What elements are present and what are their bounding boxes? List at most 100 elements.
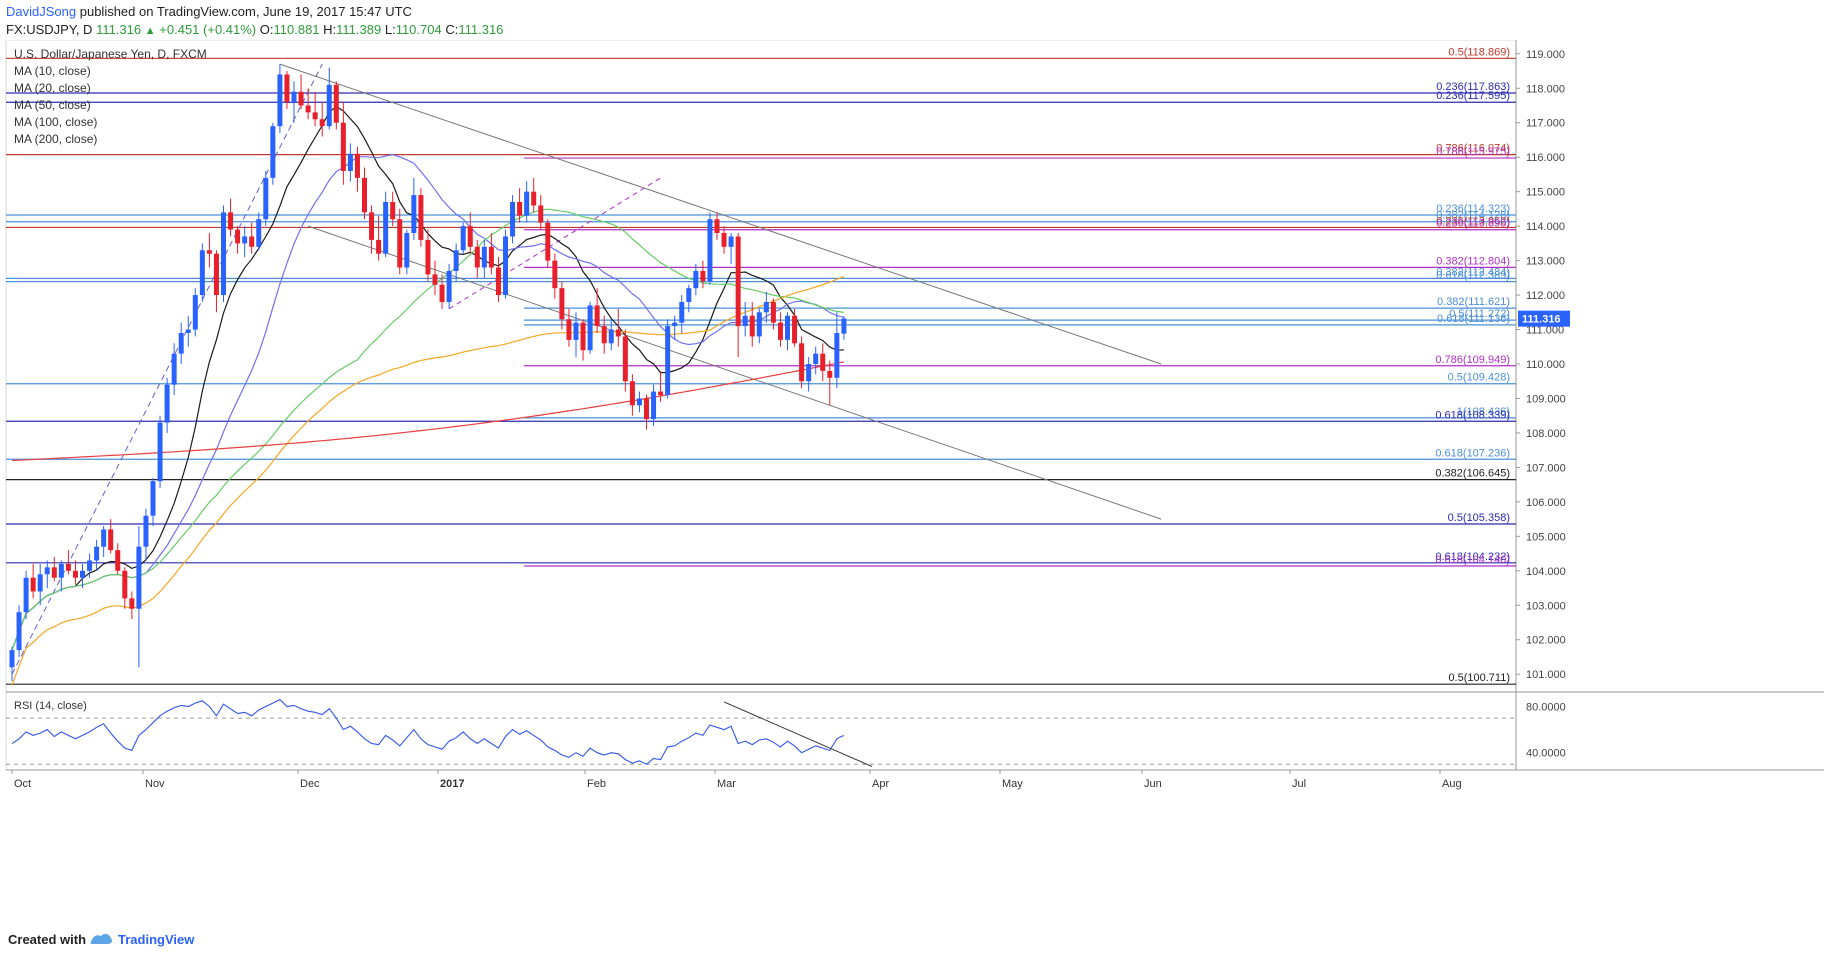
fib-level-label: 0.236(117.595) <box>1436 90 1510 102</box>
candle-body <box>115 550 121 571</box>
y-tick-label: 104.000 <box>1526 566 1566 578</box>
tradingview-logo-icon <box>90 933 112 944</box>
candle-body <box>820 353 826 371</box>
fib-level-label: 0.236(113.895) <box>1436 218 1510 230</box>
candle-body <box>629 381 635 406</box>
y-tick-label: 107.000 <box>1526 462 1566 474</box>
candle-body <box>474 246 480 268</box>
legend-entry: MA (20, close) <box>14 81 91 95</box>
candle-body <box>333 84 339 123</box>
candle-body <box>206 250 212 254</box>
candle-body <box>87 560 93 571</box>
trend-lines <box>11 63 1162 675</box>
fib-level-label: 0.618(107.236) <box>1435 447 1510 459</box>
candle-body <box>785 315 790 340</box>
x-tick-label: Jul <box>1292 778 1306 790</box>
fib-level-label: 0.618(104.232) <box>1435 551 1510 563</box>
candle-body <box>679 301 685 323</box>
candle-body <box>636 398 642 406</box>
candle-body <box>524 191 530 216</box>
time-axis: Oct Nov Dec 2017 Feb Mar Apr May Jun Jul Aug <box>11 770 1462 790</box>
x-tick-label: Aug <box>1442 778 1462 790</box>
candle-body <box>439 284 445 302</box>
chart-title: U.S. Dollar/Japanese Yen, D, FXCM <box>14 47 207 61</box>
x-tick-label: 2017 <box>440 778 464 790</box>
candle-body <box>235 229 241 244</box>
candle-body <box>608 329 614 344</box>
published-info: published on TradingView.com, June 19, 2… <box>79 4 412 19</box>
candle-body <box>305 105 311 113</box>
candle-body <box>228 212 234 230</box>
last-price: 111.316 <box>96 22 142 37</box>
candle-body <box>326 84 332 127</box>
candle-body <box>777 322 783 340</box>
candle-body <box>763 301 769 313</box>
candle-body <box>143 515 149 547</box>
candle-body <box>249 236 255 247</box>
candle-body <box>383 202 389 254</box>
fib-level-label: 0.618(112.389) <box>1436 270 1510 282</box>
candle-body <box>834 332 840 378</box>
author-link[interactable]: DavidJSong <box>6 4 77 19</box>
y-tick-label: 111.000 <box>1526 325 1564 337</box>
candle-body <box>686 288 692 302</box>
tradingview-brand[interactable]: TradingView <box>118 932 195 947</box>
candle-body <box>573 322 579 340</box>
y-tick-label: 108.000 <box>1526 428 1566 440</box>
candle-body <box>446 270 452 302</box>
candle-body <box>510 202 516 237</box>
candle-body <box>270 126 276 178</box>
ma200-line <box>11 361 845 462</box>
candle-body <box>390 202 396 220</box>
y-tick-label: 110.000 <box>1526 359 1565 371</box>
candle-body <box>44 567 50 575</box>
x-tick-label: May <box>1002 778 1023 790</box>
y-tick-label: 119.000 <box>1526 49 1565 61</box>
x-tick-label: Mar <box>717 778 736 790</box>
candle-body <box>178 332 184 354</box>
candle-body <box>672 322 678 327</box>
fib-level-label: 0.5(100.711) <box>1448 672 1510 684</box>
candle-body <box>517 202 523 216</box>
candle-body <box>340 122 346 171</box>
candle-body <box>185 329 191 333</box>
candle-body <box>425 239 431 275</box>
candle-body <box>538 205 544 223</box>
fib-level-label: 0.786(115.975) <box>1436 146 1510 158</box>
candle-body <box>728 236 734 247</box>
legend-entry: MA (100, close) <box>14 115 97 129</box>
low-value: 110.704 <box>395 22 442 37</box>
pitch-line <box>448 177 661 310</box>
fib-level-label: 0.786(116.074) <box>1436 143 1510 155</box>
candle-body <box>108 529 114 551</box>
candle-body <box>157 422 163 482</box>
candle-body <box>799 343 805 382</box>
rsi-line <box>11 698 845 765</box>
plot-frame <box>5 40 1517 771</box>
close-value: 111.316 <box>458 22 504 37</box>
candle-body <box>319 119 325 127</box>
y-tick-label: 116.000 <box>1526 152 1565 164</box>
fib-level-label: 0.618(104.140) <box>1435 554 1510 566</box>
fib-level-label: 0.236(114.323) <box>1436 203 1510 215</box>
fib-level-label: 0.5(109.428) <box>1448 372 1510 384</box>
candle-body <box>213 253 219 296</box>
ma100-line <box>11 276 845 686</box>
fib-level-label: 1(108.436) <box>1457 406 1510 418</box>
moving-averages <box>11 105 845 686</box>
y-tick-label: 112.000 <box>1526 290 1565 302</box>
fib-level-label: 0.382(111.621) <box>1437 296 1510 308</box>
fib-level-label: 0.236(117.863) <box>1436 81 1510 93</box>
rsi-trend-line <box>723 701 873 767</box>
candle-body <box>545 222 551 261</box>
fib-level-label: 0.618(111.136) <box>1437 313 1510 325</box>
candle-body <box>65 563 71 571</box>
fib-levels: 0.5(118.869) 0.236(117.863)0.236(117.595)… <box>6 46 1516 685</box>
candle-body <box>806 364 812 382</box>
candle-body <box>171 353 177 385</box>
x-tick-label: Apr <box>872 778 889 790</box>
price-chart[interactable]: 0.5(118.869) 0.236(117.863)0.236(117.595)… <box>0 40 1824 926</box>
rsi-tick-label: 80.0000 <box>1526 702 1566 714</box>
candle-body <box>418 195 424 240</box>
candle-body <box>312 112 318 120</box>
